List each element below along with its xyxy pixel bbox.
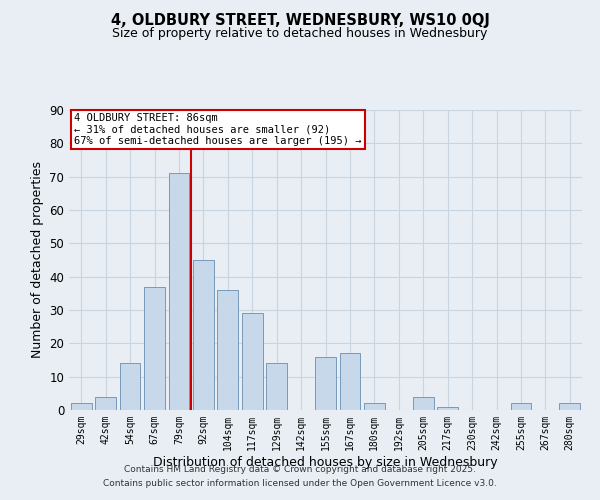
- Text: 4 OLDBURY STREET: 86sqm
← 31% of detached houses are smaller (92)
67% of semi-de: 4 OLDBURY STREET: 86sqm ← 31% of detache…: [74, 113, 362, 146]
- Bar: [169, 174, 190, 410]
- Bar: [340, 354, 361, 410]
- Bar: [266, 364, 287, 410]
- Bar: [217, 290, 238, 410]
- Text: 4, OLDBURY STREET, WEDNESBURY, WS10 0QJ: 4, OLDBURY STREET, WEDNESBURY, WS10 0QJ: [110, 12, 490, 28]
- Y-axis label: Number of detached properties: Number of detached properties: [31, 162, 44, 358]
- Bar: [193, 260, 214, 410]
- Bar: [119, 364, 140, 410]
- Bar: [144, 286, 165, 410]
- Text: Contains public sector information licensed under the Open Government Licence v3: Contains public sector information licen…: [103, 478, 497, 488]
- Text: Contains HM Land Registry data © Crown copyright and database right 2025.: Contains HM Land Registry data © Crown c…: [124, 465, 476, 474]
- Bar: [315, 356, 336, 410]
- Bar: [559, 404, 580, 410]
- Bar: [242, 314, 263, 410]
- Text: Size of property relative to detached houses in Wednesbury: Size of property relative to detached ho…: [112, 28, 488, 40]
- Bar: [364, 404, 385, 410]
- Bar: [413, 396, 434, 410]
- Bar: [437, 406, 458, 410]
- Bar: [71, 404, 92, 410]
- X-axis label: Distribution of detached houses by size in Wednesbury: Distribution of detached houses by size …: [153, 456, 498, 468]
- Bar: [95, 396, 116, 410]
- Bar: [511, 404, 532, 410]
